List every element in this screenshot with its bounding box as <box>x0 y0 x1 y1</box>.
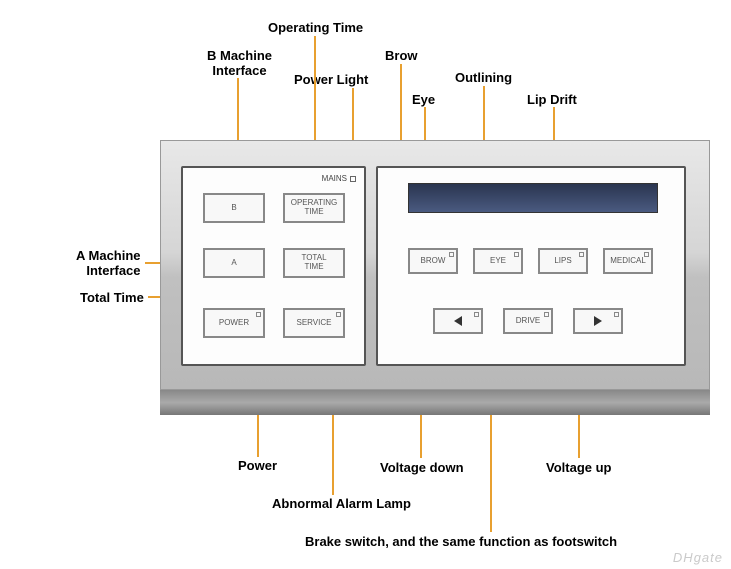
a-button[interactable]: A <box>203 248 265 278</box>
panel-base <box>160 390 710 415</box>
indicator-dot <box>579 252 584 257</box>
drive-button[interactable]: DRIVE <box>503 308 553 334</box>
label-voltage-up: Voltage up <box>546 460 611 475</box>
label-lip-drift: Lip Drift <box>527 92 577 107</box>
arrow-right-icon <box>594 316 602 326</box>
voltage-up-button[interactable] <box>573 308 623 334</box>
indicator-dot <box>514 252 519 257</box>
label-brow: Brow <box>385 48 418 63</box>
indicator-dot <box>336 312 341 317</box>
b-button[interactable]: B <box>203 193 265 223</box>
left-control-panel: MAINS B OPERATING TIME A TOTAL TIME POWE… <box>181 166 366 366</box>
voltage-down-button[interactable] <box>433 308 483 334</box>
power-button-label: POWER <box>219 319 249 328</box>
brow-button[interactable]: BROW <box>408 248 458 274</box>
mains-indicator: MAINS <box>322 174 356 183</box>
lcd-display <box>408 183 658 213</box>
lips-label: LIPS <box>554 257 571 266</box>
medical-button[interactable]: MEDICAL <box>603 248 653 274</box>
label-power: Power <box>238 458 277 473</box>
eye-button[interactable]: EYE <box>473 248 523 274</box>
brow-label: BROW <box>421 257 446 266</box>
power-button[interactable]: POWER <box>203 308 265 338</box>
total-time-button[interactable]: TOTAL TIME <box>283 248 345 278</box>
total-time-label: TOTAL TIME <box>301 254 326 272</box>
indicator-dot <box>474 312 479 317</box>
device-panel: MAINS B OPERATING TIME A TOTAL TIME POWE… <box>160 140 710 390</box>
label-eye: Eye <box>412 92 435 107</box>
indicator-dot <box>644 252 649 257</box>
arrow-left-icon <box>454 316 462 326</box>
lips-button[interactable]: LIPS <box>538 248 588 274</box>
operating-time-label: OPERATING TIME <box>291 199 338 217</box>
right-control-panel: BROW EYE LIPS MEDICAL DRIVE <box>376 166 686 366</box>
drive-label: DRIVE <box>516 317 540 326</box>
medical-label: MEDICAL <box>610 257 646 266</box>
indicator-dot <box>256 312 261 317</box>
a-button-label: A <box>231 259 236 268</box>
indicator-dot <box>449 252 454 257</box>
label-a-machine: A Machine Interface <box>76 248 141 278</box>
service-button-label: SERVICE <box>297 319 332 328</box>
indicator-dot <box>614 312 619 317</box>
label-brake-switch: Brake switch, and the same function as f… <box>305 534 617 549</box>
label-operating-time: Operating Time <box>268 20 363 35</box>
label-outlining: Outlining <box>455 70 512 85</box>
label-abnormal-alarm: Abnormal Alarm Lamp <box>272 496 411 511</box>
service-button[interactable]: SERVICE <box>283 308 345 338</box>
label-b-machine: B Machine Interface <box>207 48 272 78</box>
b-button-label: B <box>231 204 236 213</box>
watermark: DHgate <box>673 550 723 565</box>
operating-time-button[interactable]: OPERATING TIME <box>283 193 345 223</box>
indicator-dot <box>544 312 549 317</box>
label-power-light: Power Light <box>294 72 368 87</box>
label-total-time: Total Time <box>80 290 144 305</box>
eye-label: EYE <box>490 257 506 266</box>
label-voltage-down: Voltage down <box>380 460 464 475</box>
